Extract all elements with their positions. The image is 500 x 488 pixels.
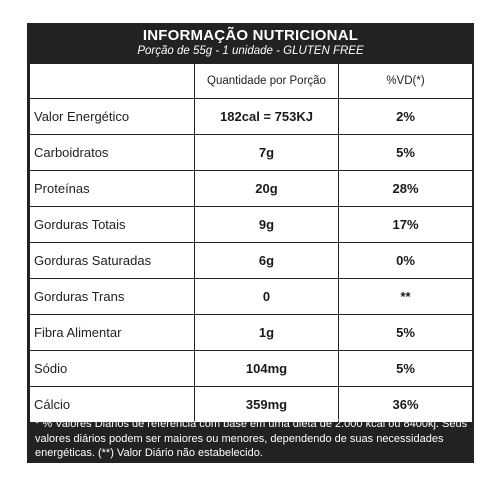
nutrient-name: Proteínas xyxy=(29,170,195,207)
nutrient-amount: 182cal = 753KJ xyxy=(194,98,339,135)
column-header-nutrient xyxy=(29,63,195,99)
nutrient-amount: 359mg xyxy=(194,386,339,423)
nutrient-amount: 7g xyxy=(194,134,339,171)
nutrient-name: Carboidratos xyxy=(29,134,195,171)
nutrient-name: Gorduras Totais xyxy=(29,206,195,243)
serving-subtitle: Porção de 55g - 1 unidade - GLUTEN FREE xyxy=(137,45,364,57)
nutrient-vd: 28% xyxy=(338,170,473,207)
column-header-vd: %VD(*) xyxy=(338,63,473,99)
table-row: Sódio 104mg 5% xyxy=(29,350,473,387)
nutrient-name: Gorduras Trans xyxy=(29,278,195,315)
nutrient-amount: 6g xyxy=(194,242,339,279)
nutrition-header: INFORMAÇÃO NUTRICIONAL Porção de 55g - 1… xyxy=(27,23,474,61)
nutrient-name: Fibra Alimentar xyxy=(29,314,195,351)
table-row: Proteínas 20g 28% xyxy=(29,170,473,207)
nutrient-vd: 17% xyxy=(338,206,473,243)
table-row: Cálcio 359mg 36% xyxy=(29,386,473,423)
nutrient-vd: 5% xyxy=(338,350,473,387)
table-row: Gorduras Trans 0 ** xyxy=(29,278,473,315)
table-row: Valor Energético 182cal = 753KJ 2% xyxy=(29,98,473,135)
nutrition-title: INFORMAÇÃO NUTRICIONAL xyxy=(142,27,359,44)
table-row: Gorduras Totais 9g 17% xyxy=(29,206,473,243)
table-row: Carboidratos 7g 5% xyxy=(29,134,473,171)
nutrient-amount: 1g xyxy=(194,314,339,351)
nutrient-vd: ** xyxy=(338,278,473,315)
nutrient-name: Valor Energético xyxy=(29,98,195,135)
table-header-row: Quantidade por Porção %VD(*) xyxy=(29,63,473,99)
table-row: Gorduras Saturadas 6g 0% xyxy=(29,242,473,279)
nutrient-name: Cálcio xyxy=(29,386,195,423)
footnote: * % Valores Diários de referência com ba… xyxy=(35,418,468,459)
nutrient-amount: 20g xyxy=(194,170,339,207)
nutrition-facts-panel: INFORMAÇÃO NUTRICIONAL Porção de 55g - 1… xyxy=(27,23,474,463)
nutrient-amount: 0 xyxy=(194,278,339,315)
nutrient-vd: 5% xyxy=(338,314,473,351)
nutrition-table: Quantidade por Porção %VD(*) Valor Energ… xyxy=(29,63,473,423)
nutrient-vd: 5% xyxy=(338,134,473,171)
nutrient-amount: 104mg xyxy=(194,350,339,387)
table-row: Fibra Alimentar 1g 5% xyxy=(29,314,473,351)
table-body: Valor Energético 182cal = 753KJ 2% Carbo… xyxy=(29,98,473,423)
nutrient-name: Sódio xyxy=(29,350,195,387)
nutrient-vd: 2% xyxy=(338,98,473,135)
nutrient-name: Gorduras Saturadas xyxy=(29,242,195,279)
nutrient-vd: 0% xyxy=(338,242,473,279)
column-header-amount: Quantidade por Porção xyxy=(194,63,339,99)
nutrient-amount: 9g xyxy=(194,206,339,243)
nutrient-vd: 36% xyxy=(338,386,473,423)
